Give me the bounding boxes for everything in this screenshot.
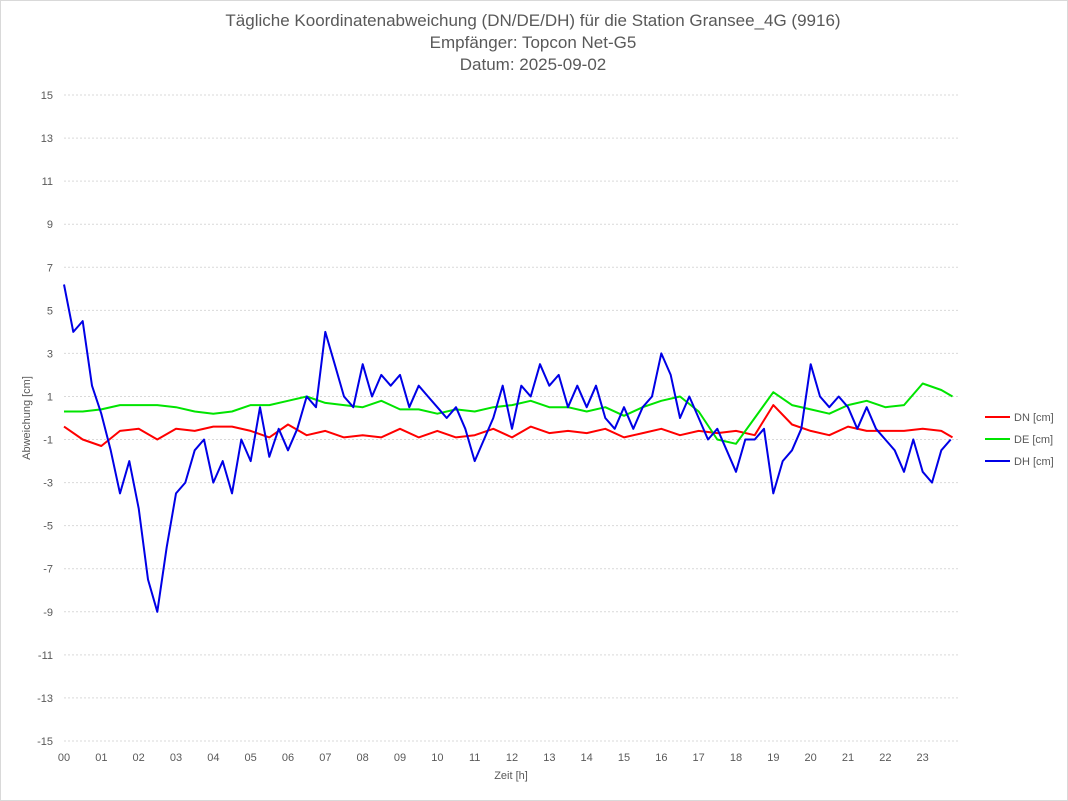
y-tick-label: -15 bbox=[37, 736, 53, 748]
y-tick-label: -9 bbox=[43, 607, 53, 619]
series-line-2 bbox=[64, 382, 954, 445]
y-tick-label: -5 bbox=[43, 521, 53, 533]
y-axis-ticks: 15 13 11 9 7 5 3 1 -1 -3 -5 -7 -9 -11 -13 -15 bbox=[37, 90, 53, 748]
y-tick-label: -3 bbox=[43, 478, 53, 490]
x-tick-label: 18 bbox=[730, 752, 742, 764]
x-tick-label: 05 bbox=[245, 752, 257, 764]
series-line-1 bbox=[63, 404, 954, 447]
x-tick-label: 21 bbox=[842, 752, 854, 764]
grid-lines bbox=[64, 94, 960, 742]
legend-label: DN [cm] bbox=[1014, 412, 1054, 424]
x-axis-ticks: 00 01 02 03 04 05 06 07 08 09 10 11 12 13 14 15 16 17 18 19… bbox=[58, 752, 929, 764]
y-tick-label: -1 bbox=[43, 435, 53, 447]
y-tick-label: 15 bbox=[41, 90, 53, 102]
chart-subtitle-date: Datum: 2025-09-02 bbox=[459, 55, 607, 74]
x-tick-label: 23 bbox=[917, 752, 929, 764]
y-tick-label: -11 bbox=[38, 650, 53, 662]
y-tick-label: 11 bbox=[42, 176, 53, 188]
x-tick-label: 02 bbox=[133, 752, 145, 764]
x-tick-label: 04 bbox=[207, 752, 219, 764]
y-axis-title: Abweichung [cm] bbox=[21, 376, 33, 460]
x-tick-label: 12 bbox=[506, 752, 518, 764]
legend-item: DN [cm] bbox=[985, 412, 1054, 424]
x-tick-label: 20 bbox=[805, 752, 817, 764]
x-tick-label: 00 bbox=[58, 752, 70, 764]
x-tick-label: 15 bbox=[618, 752, 630, 764]
x-tick-label: 03 bbox=[170, 752, 182, 764]
x-tick-label: 01 bbox=[95, 752, 107, 764]
y-tick-label: 5 bbox=[47, 305, 53, 317]
x-tick-label: 13 bbox=[543, 752, 555, 764]
x-tick-label: 10 bbox=[431, 752, 443, 764]
x-tick-label: 07 bbox=[319, 752, 331, 764]
chart-title: Tägliche Koordinatenabweichung (DN/DE/DH… bbox=[225, 11, 841, 30]
legend-label: DH [cm] bbox=[1014, 456, 1054, 468]
x-tick-label: 17 bbox=[693, 752, 705, 764]
y-tick-label: 1 bbox=[47, 391, 53, 403]
legend-item: DH [cm] bbox=[985, 456, 1054, 468]
x-tick-label: 11 bbox=[469, 752, 480, 764]
y-tick-label: 3 bbox=[47, 348, 53, 360]
legend: DN [cm] DE [cm] DH [cm] bbox=[985, 412, 1054, 468]
x-tick-label: 16 bbox=[655, 752, 667, 764]
x-tick-label: 22 bbox=[879, 752, 891, 764]
x-axis-title: Zeit [h] bbox=[494, 770, 528, 782]
y-tick-label: 7 bbox=[47, 262, 53, 274]
chart-subtitle-receiver: Empfänger: Topcon Net-G5 bbox=[429, 33, 637, 52]
y-tick-label: 13 bbox=[41, 133, 53, 145]
x-tick-label: 08 bbox=[357, 752, 369, 764]
x-tick-label: 19 bbox=[767, 752, 779, 764]
series-lines bbox=[63, 284, 954, 613]
y-tick-label: 9 bbox=[47, 219, 53, 231]
x-tick-label: 06 bbox=[282, 752, 294, 764]
series-line-3 bbox=[63, 284, 952, 613]
x-tick-label: 14 bbox=[581, 752, 593, 764]
y-tick-label: -13 bbox=[37, 693, 53, 705]
legend-label: DE [cm] bbox=[1014, 434, 1053, 446]
chart-titles: Tägliche Koordinatenabweichung (DN/DE/DH… bbox=[0, 10, 1066, 76]
x-tick-label: 09 bbox=[394, 752, 406, 764]
y-tick-label: -7 bbox=[43, 564, 53, 576]
legend-item: DE [cm] bbox=[985, 434, 1053, 446]
